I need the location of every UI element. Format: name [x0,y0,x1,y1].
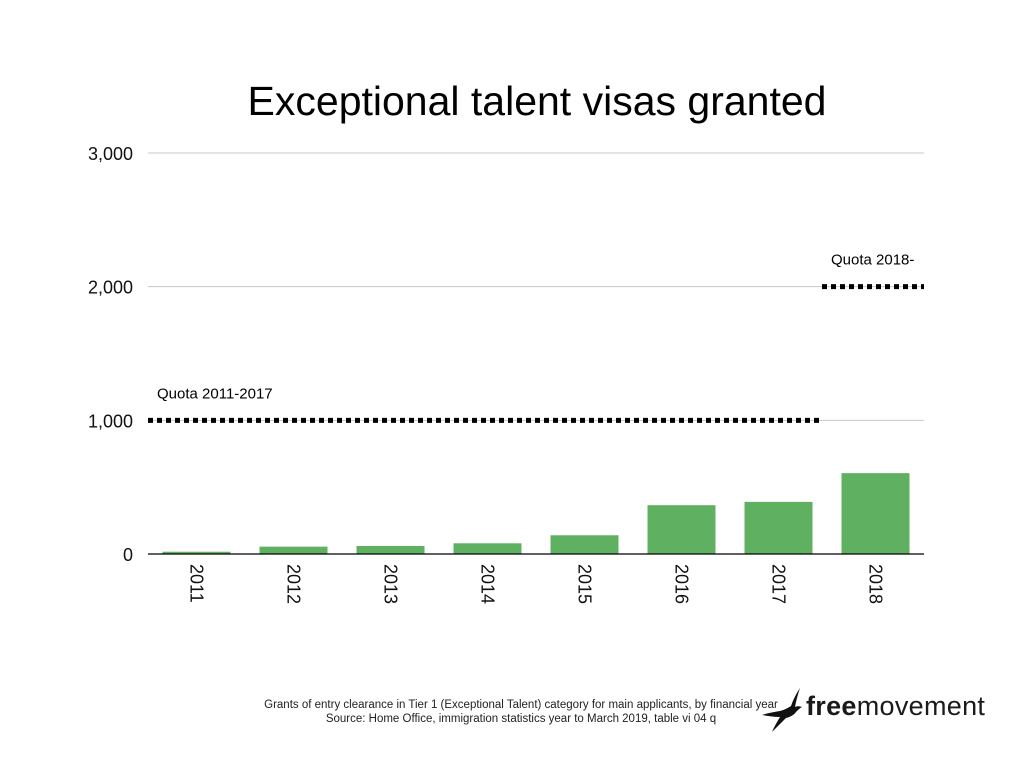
bar [259,546,328,554]
y-tick-label: 0 [123,545,133,565]
x-tick-label: 2016 [672,564,692,604]
logo-text: freemovement [806,691,985,722]
footnote: Grants of entry clearance in Tier 1 (Exc… [150,698,892,726]
x-tick-label: 2017 [769,564,789,604]
logo-text-regular: movement [856,691,986,721]
x-tick-label: 2014 [478,564,498,604]
bar [550,535,619,554]
bar [356,545,425,554]
y-tick-label: 3,000 [88,144,133,164]
quota-label: Quota 2018- [831,252,914,269]
bar [841,473,910,554]
chart-title: Exceptional talent visas granted [247,78,827,124]
x-tick-label: 2018 [866,564,886,604]
x-tick-label: 2011 [187,564,207,603]
footnote-description: Grants of entry clearance in Tier 1 (Exc… [264,699,778,711]
y-tick-label: 2,000 [88,278,133,298]
bird-icon [762,688,802,732]
x-tick-label: 2012 [284,564,304,604]
logo-text-bold: free [806,691,857,721]
bar [647,505,716,554]
bar [453,543,522,554]
quota-label: Quota 2011-2017 [157,385,273,402]
y-tick-label: 1,000 [88,411,133,431]
freemovement-logo: freemovement [760,686,1000,736]
x-tick-label: 2015 [575,564,595,604]
bar [162,551,231,554]
bar [744,501,813,554]
x-tick-label: 2013 [381,564,401,604]
footnote-source: Source: Home Office, immigration statist… [325,713,717,725]
